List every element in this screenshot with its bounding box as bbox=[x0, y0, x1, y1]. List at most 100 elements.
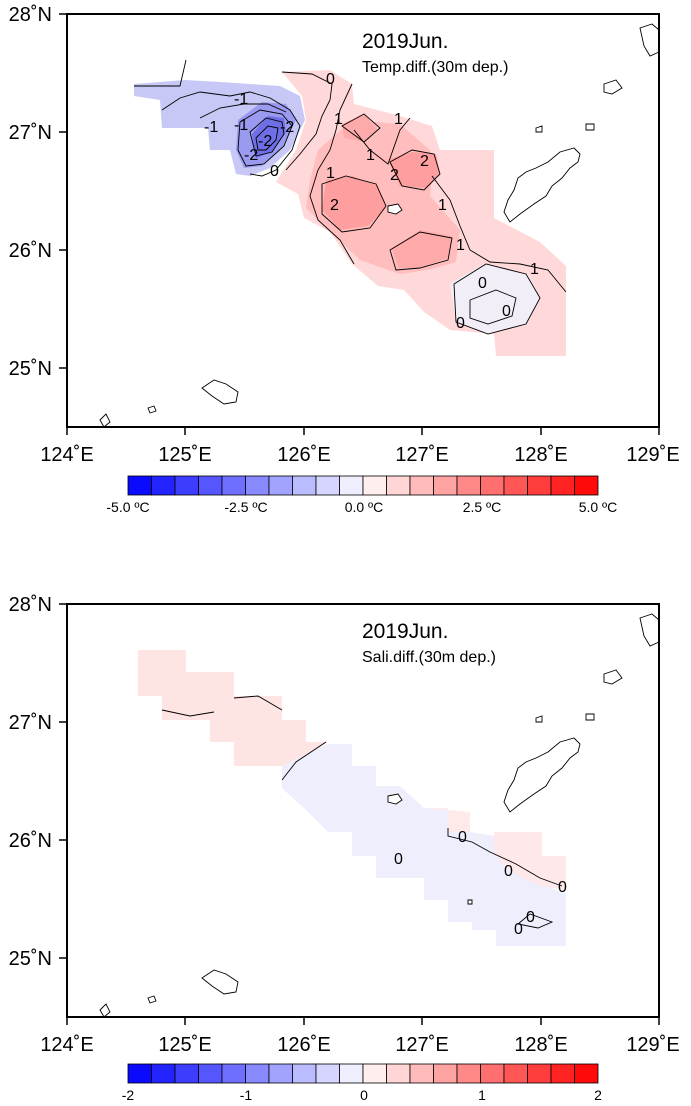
y-ticks bbox=[59, 603, 67, 959]
lat-tick-label: 28˚N bbox=[9, 4, 52, 26]
lon-tick-label: 125˚E bbox=[158, 444, 211, 466]
x-tick-labels: 124˚E 125˚E 126˚E 127˚E 128˚E 129˚E bbox=[40, 1034, 679, 1056]
map-subtitle: Sali.diff.(30m dep.) bbox=[362, 649, 496, 666]
colorbar-swatch bbox=[386, 1063, 411, 1084]
contour-line bbox=[249, 117, 285, 157]
colorbar-swatch bbox=[362, 1063, 387, 1084]
colorbar-swatch bbox=[339, 1063, 364, 1084]
y-tick-labels: 28˚N 27˚N 26˚N 25˚N bbox=[9, 4, 52, 380]
y-ticks bbox=[59, 13, 67, 369]
map-frame bbox=[66, 603, 660, 1018]
contour-line bbox=[469, 289, 517, 325]
contour-label: 0 bbox=[514, 921, 523, 938]
colorbar-swatch bbox=[174, 1063, 199, 1084]
tokunoshima-island bbox=[603, 79, 623, 95]
contour-label: 0 bbox=[504, 863, 513, 880]
salinity-shading bbox=[138, 650, 566, 946]
colorbar-swatch bbox=[268, 1063, 293, 1084]
colorbar-label: 5.0 ºC bbox=[579, 499, 618, 515]
lat-tick-label: 26˚N bbox=[9, 830, 52, 852]
contour-label: 2 bbox=[420, 153, 429, 170]
colorbar-swatch bbox=[503, 475, 528, 496]
map-title: 2019Jun. bbox=[362, 620, 448, 643]
contour-line bbox=[161, 709, 215, 717]
colorbar-swatch bbox=[456, 475, 481, 496]
miyako-island bbox=[201, 379, 239, 405]
map-title: 2019Jun. bbox=[362, 30, 448, 53]
contour-label: 1 bbox=[326, 165, 335, 182]
yoron-island bbox=[535, 125, 543, 133]
contour-label: 0 bbox=[502, 303, 511, 320]
contour-label: 0 bbox=[458, 829, 467, 846]
contour-line bbox=[389, 231, 453, 271]
lat-tick-label: 25˚N bbox=[9, 358, 52, 380]
contour-line bbox=[447, 828, 563, 887]
kume-island bbox=[387, 203, 403, 215]
kume-island bbox=[387, 793, 403, 805]
colorbar-swatch bbox=[268, 475, 293, 496]
positive-salinity-region bbox=[138, 650, 328, 766]
contour-label: 1 bbox=[438, 197, 447, 214]
contour-label: 0 bbox=[526, 909, 535, 926]
contour-line bbox=[341, 113, 381, 143]
contour-label: 1 bbox=[530, 261, 539, 278]
contour-line bbox=[453, 263, 541, 335]
map-subtitle: Temp.diff.(30m dep.) bbox=[362, 59, 508, 76]
lat-tick-label: 27˚N bbox=[9, 712, 52, 734]
lon-tick-label: 129˚E bbox=[626, 444, 679, 466]
colorbar-swatch bbox=[362, 475, 387, 496]
lon-tick-label: 128˚E bbox=[514, 1034, 567, 1056]
colorbar-swatch bbox=[127, 475, 152, 496]
colorbar-label: 1 bbox=[478, 1087, 486, 1103]
contour-label: 0 bbox=[478, 275, 487, 292]
contour-line bbox=[134, 59, 187, 87]
ishigaki-island-fragment bbox=[99, 1003, 111, 1018]
lon-tick-label: 124˚E bbox=[40, 444, 93, 466]
colorbar-swatch bbox=[127, 1063, 152, 1084]
small-islet bbox=[467, 899, 473, 905]
colorbar-label: -5.0 ºC bbox=[106, 499, 149, 515]
contour-line bbox=[255, 125, 279, 151]
colorbar-label: -2.5 ºC bbox=[224, 499, 267, 515]
contour-label: -2 bbox=[244, 147, 258, 164]
contour-label: 2 bbox=[330, 197, 339, 214]
temperature-map-panel: 0 -1 -1 -1 -2 -2 -2 0 1 1 1 1 2 2 2 1 1 … bbox=[9, 4, 680, 515]
salinity-map-panel: 0 0 0 0 0 0 2019Jun. Sali.diff.(30m dep.… bbox=[9, 594, 680, 1103]
temperature-colorbar-labels: -5.0 ºC -2.5 ºC 0.0 ºC 2.5 ºC 5.0 ºC bbox=[106, 499, 617, 515]
contour-label: -2 bbox=[258, 133, 272, 150]
contour-label: 1 bbox=[456, 237, 465, 254]
colorbar-swatch bbox=[456, 1063, 481, 1084]
colorbar-swatch bbox=[292, 475, 317, 496]
colorbar-label: 2.5 ºC bbox=[463, 499, 502, 515]
tokunoshima-island bbox=[603, 669, 623, 685]
colorbar-swatch bbox=[527, 1063, 552, 1084]
lon-tick-label: 125˚E bbox=[158, 1034, 211, 1056]
lat-tick-label: 25˚N bbox=[9, 948, 52, 970]
colorbar-swatch bbox=[339, 475, 364, 496]
ishigaki-island-fragment bbox=[99, 413, 111, 428]
okinawa-island bbox=[503, 147, 581, 223]
contour-line bbox=[309, 83, 355, 265]
landmasses bbox=[99, 23, 660, 428]
amami-island bbox=[639, 613, 660, 647]
tarama-island bbox=[147, 405, 157, 414]
contour-line bbox=[281, 741, 327, 781]
okinoerabu-island bbox=[585, 123, 595, 131]
landmasses bbox=[99, 613, 660, 1018]
positive-salinity-patch-east bbox=[424, 808, 470, 832]
contour-label: 0 bbox=[558, 879, 567, 896]
colorbar-label: -1 bbox=[240, 1087, 253, 1103]
contour-label: -1 bbox=[234, 91, 248, 108]
okinawa-island bbox=[503, 737, 581, 813]
colorbar-swatch bbox=[315, 1063, 340, 1084]
colorbar-swatch bbox=[433, 475, 458, 496]
contour-line bbox=[321, 175, 387, 233]
colorbar-swatch bbox=[221, 475, 246, 496]
salinity-colorbar bbox=[127, 1063, 599, 1084]
colorbar-swatch bbox=[550, 475, 575, 496]
colorbar-swatch bbox=[433, 1063, 458, 1084]
contour-line bbox=[281, 71, 333, 171]
lat-tick-label: 28˚N bbox=[9, 594, 52, 616]
contour-line bbox=[389, 149, 441, 191]
contour-line bbox=[516, 913, 554, 929]
